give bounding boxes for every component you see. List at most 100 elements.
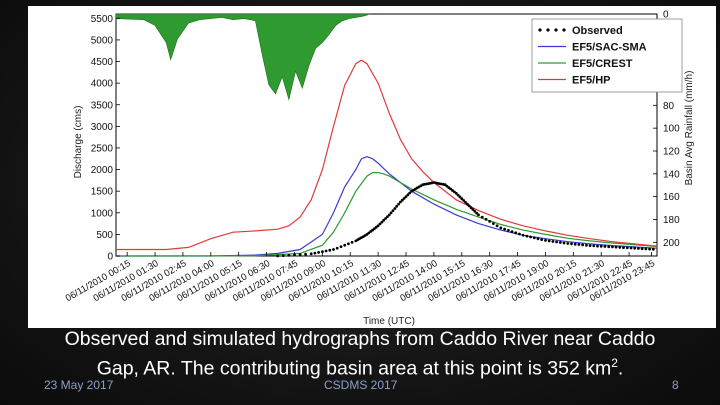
observed-point bbox=[445, 184, 449, 188]
observed-point bbox=[570, 242, 573, 246]
observed-point bbox=[350, 240, 354, 244]
observed-point bbox=[475, 211, 479, 215]
observed-point bbox=[484, 217, 488, 221]
observed-point bbox=[367, 231, 371, 235]
observed-point bbox=[536, 237, 540, 241]
observed-point bbox=[506, 229, 510, 232]
observed-point bbox=[386, 215, 389, 219]
caption-line-2: Gap, AR. The contributing basin area at … bbox=[10, 351, 710, 381]
y2-tick-label: 100 bbox=[663, 124, 680, 135]
observed-point bbox=[544, 239, 547, 242]
y-tick-label: 4500 bbox=[91, 57, 114, 68]
y-tick-label: 5000 bbox=[91, 35, 114, 46]
hydrograph-figure: 0 500 1000 1500 2000 2500 3000 3500 4000 4500 5000… bbox=[28, 6, 716, 328]
observed-point bbox=[551, 240, 555, 243]
observed-point bbox=[276, 254, 280, 258]
observed-point bbox=[495, 224, 499, 228]
footer-date: 23 May 2017 bbox=[44, 378, 114, 392]
observed-point bbox=[460, 197, 464, 201]
caption-superscript: 2 bbox=[611, 356, 618, 370]
observed-point bbox=[614, 245, 618, 249]
observed-point bbox=[529, 235, 532, 239]
observed-point bbox=[518, 232, 521, 236]
observed-point bbox=[499, 226, 503, 230]
observed-point bbox=[462, 199, 466, 202]
observed-point bbox=[618, 246, 622, 249]
legend-label: Observed bbox=[572, 25, 623, 37]
observed-point bbox=[324, 249, 328, 253]
observed-point bbox=[503, 227, 506, 231]
observed-point bbox=[408, 191, 412, 195]
observed-point bbox=[395, 204, 399, 208]
observed-point bbox=[454, 191, 458, 195]
series-ef5-hp bbox=[116, 59, 658, 251]
caption-line-2-end: . bbox=[617, 357, 624, 380]
legend-swatch-observed bbox=[546, 28, 550, 32]
observed-point bbox=[328, 248, 332, 252]
caption-line-1: Observed and simulated hydrographs from … bbox=[64, 328, 656, 350]
observed-point bbox=[558, 241, 562, 244]
observed-point bbox=[633, 246, 637, 250]
observed-point bbox=[547, 239, 551, 243]
observed-point bbox=[603, 245, 607, 248]
observed-point bbox=[488, 220, 492, 223]
legend-swatch-observed bbox=[554, 28, 558, 32]
observed-point bbox=[573, 242, 577, 246]
rainfall-layer bbox=[115, 13, 370, 101]
observed-point bbox=[471, 208, 475, 211]
observed-point bbox=[404, 195, 408, 199]
observed-point bbox=[389, 211, 393, 215]
observed-point bbox=[382, 218, 386, 222]
y-tick-label: 0 bbox=[107, 252, 113, 263]
y-tick-label: 4000 bbox=[91, 79, 114, 90]
legend: Observed EF5/SAC-SMA EF5/CREST EF5/HP bbox=[531, 18, 683, 93]
caption-line-2-text: Gap, AR. The contributing basin area at … bbox=[96, 357, 612, 380]
observed-point bbox=[585, 243, 588, 247]
y-tick-label: 2500 bbox=[91, 143, 114, 154]
observed-point bbox=[376, 224, 380, 228]
y2-tick-label: 140 bbox=[663, 169, 680, 180]
observed-point bbox=[391, 209, 395, 213]
slide-caption: Observed and simulated hydrographs from … bbox=[10, 327, 710, 381]
y2-axis-label: Basin Avg Rainfall (mm/h) bbox=[684, 71, 695, 186]
footer-center: CSDMS 2017 bbox=[324, 378, 398, 392]
observed-point bbox=[525, 234, 529, 238]
x-axis-label: Time (UTC) bbox=[363, 316, 415, 327]
observed-point bbox=[317, 251, 320, 254]
observed-point bbox=[393, 207, 397, 210]
observed-point bbox=[540, 238, 544, 242]
observed-point bbox=[378, 222, 382, 226]
observed-point bbox=[599, 244, 603, 248]
observed-point bbox=[402, 197, 406, 200]
observed-point bbox=[596, 244, 599, 248]
y-tick-label: 1500 bbox=[91, 187, 114, 198]
rainfall-area bbox=[115, 13, 370, 101]
y-tick-label: 5500 bbox=[91, 14, 114, 25]
observed-point bbox=[467, 204, 471, 208]
observed-point bbox=[521, 233, 525, 237]
y2-tick-label: 160 bbox=[663, 192, 680, 203]
observed-point bbox=[473, 209, 477, 213]
observed-point bbox=[480, 215, 484, 219]
observed-point bbox=[304, 252, 307, 256]
observed-point bbox=[469, 206, 473, 210]
observed-point bbox=[309, 252, 313, 256]
observed-point bbox=[313, 251, 317, 255]
series-layer bbox=[115, 59, 658, 258]
legend-swatch-observed bbox=[562, 28, 566, 32]
observed-point bbox=[477, 213, 480, 217]
observed-point bbox=[406, 193, 410, 197]
observed-point bbox=[637, 247, 640, 250]
y2-tick-label: 80 bbox=[663, 101, 675, 112]
observed-point bbox=[400, 198, 404, 202]
observed-point bbox=[510, 230, 514, 234]
observed-point bbox=[651, 247, 655, 251]
observed-point bbox=[384, 217, 387, 220]
y2-tick-label: 0 bbox=[663, 10, 669, 21]
page-number: 8 bbox=[672, 378, 679, 392]
observed-point bbox=[335, 246, 339, 250]
series-observed bbox=[276, 181, 655, 258]
y-tick-label: 500 bbox=[96, 230, 113, 241]
